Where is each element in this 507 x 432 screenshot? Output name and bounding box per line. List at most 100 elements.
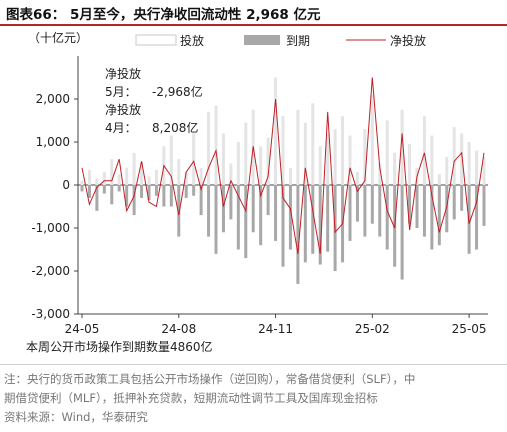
- title-divider: [0, 24, 507, 26]
- inject-bar: [378, 163, 382, 185]
- annotation-text: 5月：: [105, 85, 137, 99]
- mature-bar: [207, 185, 211, 237]
- inject-bar: [236, 142, 240, 185]
- mature-bar: [437, 185, 441, 246]
- mature-bar: [274, 185, 278, 241]
- mature-bar: [288, 185, 292, 250]
- note-line: 期借贷便利（MLF），抵押补充贷款，短期流动性调节工具及国库现金招标: [4, 391, 378, 405]
- mature-bar: [311, 185, 315, 254]
- inject-bar: [393, 152, 397, 185]
- inject-bar: [140, 161, 144, 185]
- mature-bar: [177, 185, 181, 237]
- x-tick-label: 24-08: [161, 322, 196, 336]
- inject-bar: [125, 167, 129, 185]
- y-tick-label: -1,000: [31, 221, 70, 235]
- net-line: [81, 77, 485, 254]
- inject-bar: [437, 174, 441, 185]
- inject-bar: [281, 116, 285, 185]
- annotation-text: 净投放: [105, 66, 141, 81]
- mature-bar: [266, 185, 270, 216]
- mature-bar: [184, 185, 188, 198]
- legend: 投放 到期 净投放: [135, 33, 426, 48]
- legend-inject-swatch: [135, 34, 177, 46]
- note-line: 资料来源：Wind，华泰研究: [4, 410, 148, 424]
- inject-bar: [110, 159, 114, 185]
- inject-bar: [274, 77, 278, 185]
- x-tick-label: 24-05: [65, 322, 100, 336]
- y-tick-label: 1,000: [36, 135, 70, 149]
- inject-bar: [259, 146, 263, 185]
- legend-mature-swatch: [244, 35, 280, 45]
- inject-bar: [102, 172, 106, 185]
- inject-bar: [95, 178, 99, 185]
- annotation-text: 8,208亿: [152, 120, 198, 135]
- mature-bars: [80, 185, 486, 284]
- inject-bar: [370, 94, 374, 185]
- inject-bar: [288, 167, 292, 185]
- inject-bar: [87, 169, 91, 185]
- mature-bar: [214, 185, 218, 254]
- y-tick-label: 2,000: [36, 92, 70, 106]
- mature-bar: [422, 185, 426, 237]
- inject-bar: [117, 174, 121, 185]
- inject-bar: [400, 109, 404, 185]
- inject-bar: [207, 111, 211, 185]
- mature-bar: [221, 185, 225, 233]
- mature-bar: [482, 185, 486, 226]
- y-tick-label: -2,000: [31, 264, 70, 278]
- y-tick-label: 0: [62, 178, 70, 192]
- inject-bar: [355, 172, 359, 185]
- inject-bar: [229, 163, 233, 185]
- mature-bar: [251, 185, 255, 233]
- mature-bar: [355, 185, 359, 222]
- inject-bar: [214, 105, 218, 185]
- mature-bar: [117, 185, 121, 192]
- footnote: 本周公开市场操作到期数量4860亿: [26, 340, 213, 354]
- inject-bar: [192, 133, 196, 185]
- mature-bar: [87, 185, 91, 198]
- note-line: 注：央行的货币政策工具包括公开市场操作（逆回购），常备借贷便利（SLF），中: [4, 372, 416, 386]
- notes: 注：央行的货币政策工具包括公开市场操作（逆回购），常备借贷便利（SLF），中 期…: [4, 370, 504, 427]
- inject-bar: [177, 159, 181, 185]
- mature-bar: [415, 185, 419, 228]
- inject-bar: [266, 137, 270, 185]
- mature-bar: [460, 185, 464, 211]
- mature-bar: [125, 185, 129, 207]
- inject-bar: [482, 157, 486, 185]
- mature-bar: [296, 185, 300, 284]
- mature-bar: [445, 185, 449, 233]
- inject-bar: [422, 116, 426, 185]
- inject-bar: [296, 109, 300, 185]
- mature-bar: [132, 185, 136, 216]
- inject-bar: [311, 103, 315, 185]
- mature-bar: [378, 185, 382, 237]
- inject-bar: [326, 133, 330, 185]
- mature-bar: [363, 185, 367, 237]
- x-tick-label: 25-02: [355, 322, 390, 336]
- mature-bar: [147, 185, 151, 201]
- notes-divider: [0, 364, 507, 365]
- inject-bar: [475, 150, 479, 185]
- mature-bar: [244, 185, 248, 259]
- mature-bar: [95, 185, 99, 211]
- mature-bar: [102, 185, 106, 194]
- mature-bar: [385, 185, 389, 250]
- mature-bar: [318, 185, 322, 265]
- y-unit-label: （十亿元）: [28, 30, 88, 45]
- inject-bar: [132, 152, 136, 185]
- annotation-text: -2,968亿: [152, 84, 203, 99]
- inject-bar: [467, 142, 471, 185]
- mature-bar: [80, 185, 84, 192]
- inject-bar: [341, 116, 345, 185]
- x-tick-label: 25-05: [452, 322, 487, 336]
- inject-bar: [154, 169, 158, 185]
- mature-bar: [229, 185, 233, 220]
- inject-bar: [452, 126, 456, 185]
- inject-bar: [303, 122, 307, 185]
- inject-bar: [147, 176, 151, 185]
- inject-bar: [199, 167, 203, 185]
- legend-net-label: 净投放: [390, 33, 426, 48]
- mature-bar: [140, 185, 144, 198]
